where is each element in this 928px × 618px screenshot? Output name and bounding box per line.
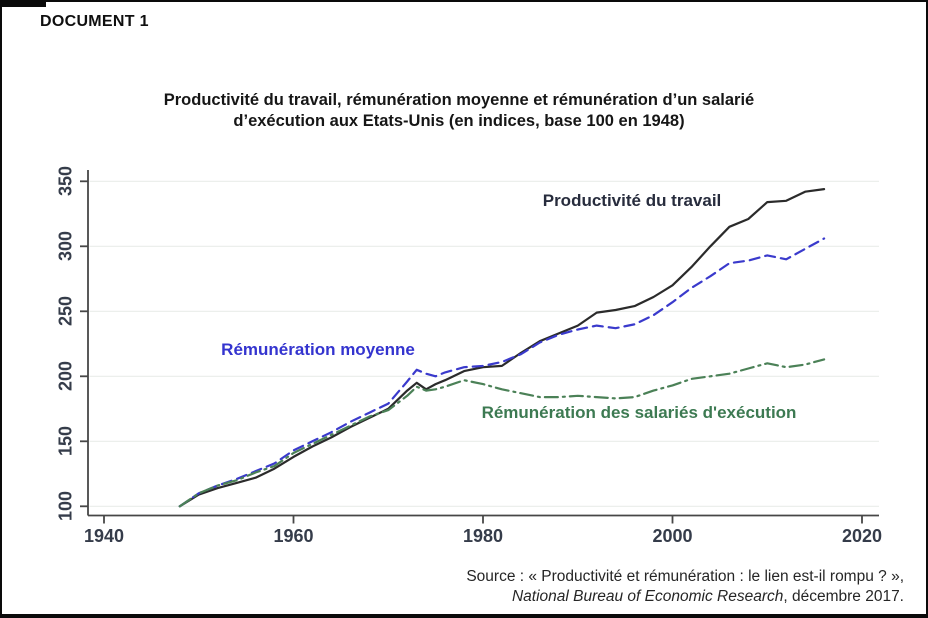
series-label-productivite: Productivité du travail: [542, 191, 722, 210]
x-axis-tick-label: 2020: [841, 526, 883, 546]
source-line2: National Bureau of Economic Research, dé…: [466, 587, 904, 607]
scan-corner-mark: [2, 2, 46, 7]
series-label-remuneration-execution: Rémunération des salariés d'exécution: [481, 403, 797, 422]
x-axis-tick-label: 1960: [273, 526, 314, 546]
source-journal: National Bureau of Economic Research: [511, 587, 784, 605]
y-axis-tick-label: 300: [55, 231, 76, 262]
source-citation: Source : « Productivité et rémunération …: [466, 567, 904, 606]
x-axis-tick-label: 1980: [462, 526, 504, 546]
chart-title-line1: Productivité du travail, rémunération mo…: [163, 91, 755, 109]
y-axis-tick-label: 200: [55, 361, 76, 392]
y-axis-tick-label: 150: [55, 426, 76, 457]
source-date: , décembre 2017.: [783, 587, 904, 605]
series-label-remuneration-moyenne: Rémunération moyenne: [221, 340, 415, 359]
source-line1: Source : « Productivité et rémunération …: [466, 568, 904, 585]
chart-title-line2: d’exécution aux Etats-Unis (en indices, …: [233, 112, 685, 130]
document-label: DOCUMENT 1: [40, 13, 149, 30]
x-axis-tick-label: 1940: [83, 526, 125, 546]
chart-title: Productivité du travail, rémunération mo…: [2, 90, 916, 132]
x-axis-tick-label: 2000: [652, 526, 693, 546]
y-axis-tick-label: 350: [55, 166, 76, 197]
y-axis-tick-label: 250: [55, 296, 76, 327]
y-axis-tick-label: 100: [55, 491, 76, 522]
